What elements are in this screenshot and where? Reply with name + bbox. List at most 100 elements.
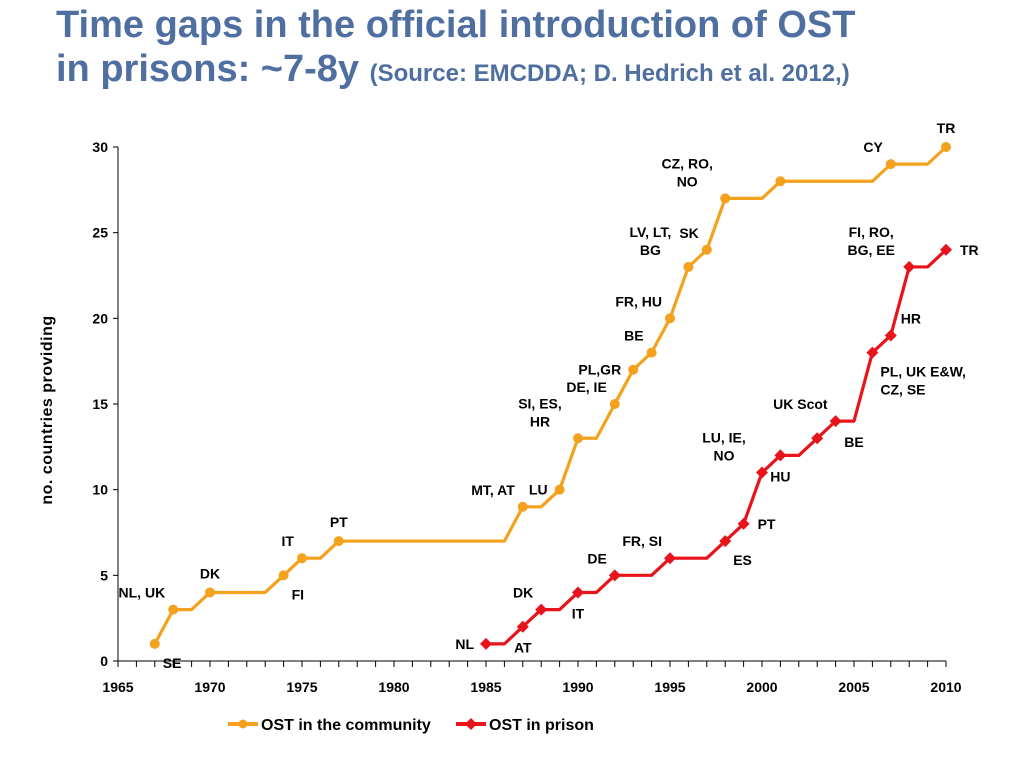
country-label-line: LU bbox=[529, 482, 548, 498]
y-tick-label: 25 bbox=[92, 225, 108, 241]
country-label: IT bbox=[572, 605, 585, 621]
community-data-point bbox=[646, 347, 657, 358]
country-label: UK Scot bbox=[773, 396, 828, 412]
country-label-line: LV, LT, bbox=[630, 224, 672, 240]
community-data-point bbox=[573, 433, 583, 444]
country-label-line: FR, SI bbox=[622, 533, 662, 549]
prison-data-point bbox=[811, 432, 824, 445]
title-source: (Source: EMCDDA; D. Hedrich et al. 2012,… bbox=[369, 60, 850, 87]
prison-data-point bbox=[572, 586, 584, 599]
community-data-point bbox=[775, 176, 786, 187]
country-label-line: FI, RO, bbox=[849, 224, 894, 240]
title-line-1: Time gaps in the official introduction o… bbox=[56, 4, 856, 46]
country-label: NL, UK bbox=[119, 585, 166, 601]
country-label: IT bbox=[282, 533, 295, 549]
country-label-line: HR bbox=[530, 413, 550, 429]
community-data-point bbox=[205, 587, 215, 598]
country-label: BE bbox=[624, 328, 643, 344]
country-label: DK bbox=[513, 585, 533, 601]
y-tick-label: 30 bbox=[92, 139, 108, 155]
country-label-line: LU, IE, bbox=[702, 430, 746, 446]
x-tick-label: 1975 bbox=[286, 679, 317, 695]
country-label: TR bbox=[960, 242, 979, 258]
country-label-line: UK Scot bbox=[773, 396, 828, 412]
country-label: PT bbox=[758, 516, 776, 532]
country-label-line: DE, IE bbox=[566, 379, 606, 395]
community-data-point bbox=[149, 638, 160, 649]
community-data-point bbox=[297, 553, 307, 564]
country-label-line: CY bbox=[863, 139, 883, 155]
country-label-line: PT bbox=[758, 516, 776, 532]
x-tick-label: 1980 bbox=[378, 679, 409, 695]
country-label-line: HR bbox=[901, 310, 921, 326]
country-label: BE bbox=[844, 434, 863, 450]
country-label-line: DE bbox=[587, 550, 606, 566]
country-label-line: NL bbox=[455, 636, 474, 652]
country-label-line: TR bbox=[937, 120, 956, 136]
prison-data-point bbox=[903, 260, 916, 273]
y-tick-label: 10 bbox=[92, 482, 108, 498]
country-label: DE bbox=[587, 550, 606, 566]
country-label-line: HU bbox=[770, 468, 790, 484]
country-label: FI bbox=[292, 586, 304, 602]
country-label: PL, UK E&W, CZ, SE bbox=[880, 364, 966, 398]
country-label-line: BE bbox=[844, 434, 863, 450]
country-label-line: CZ, RO, bbox=[662, 155, 713, 171]
country-label-line: NL, UK bbox=[119, 585, 166, 601]
country-label-line: FR, HU bbox=[615, 293, 662, 309]
x-tick-label: 1970 bbox=[194, 679, 225, 695]
x-tick-label: 1990 bbox=[562, 679, 593, 695]
prison-data-point bbox=[535, 603, 548, 616]
prison-data-point bbox=[756, 466, 768, 479]
country-label-line: NO bbox=[677, 173, 698, 189]
country-label-line: ES bbox=[733, 552, 752, 568]
country-label: FR, SI bbox=[622, 533, 662, 549]
prison-data-point bbox=[737, 517, 750, 530]
title-line-2: in prisons: ~7-8y (Source: EMCDDA; D. He… bbox=[56, 50, 1016, 88]
community-data-point bbox=[885, 159, 896, 170]
country-label: LV, LT, BG bbox=[630, 224, 672, 258]
community-data-point bbox=[554, 484, 565, 495]
x-tick-label: 1985 bbox=[470, 679, 501, 695]
prison-data-point bbox=[664, 552, 676, 565]
community-data-point bbox=[665, 313, 675, 324]
country-label-line: BE bbox=[624, 328, 643, 344]
country-label-line: IT bbox=[282, 533, 295, 549]
country-label: LU, IE, NO bbox=[702, 430, 746, 464]
country-label: HU bbox=[770, 468, 790, 484]
country-label-line: IT bbox=[572, 605, 585, 621]
community-data-point bbox=[168, 604, 179, 615]
country-label-line: FI bbox=[292, 586, 304, 602]
prison-data-point bbox=[884, 329, 897, 342]
country-label: ES bbox=[733, 552, 752, 568]
y-tick-label: 15 bbox=[92, 396, 108, 412]
country-label-line: NO bbox=[714, 448, 735, 464]
community-data-point bbox=[278, 570, 289, 581]
x-tick-label: 2000 bbox=[746, 679, 777, 695]
country-label: FI, RO, BG, EE bbox=[847, 224, 894, 258]
country-label-line: SI, ES, bbox=[518, 395, 562, 411]
country-label-line: BG bbox=[640, 242, 661, 258]
y-tick-label: 5 bbox=[100, 567, 108, 583]
legend-marker-prison bbox=[465, 718, 477, 730]
country-label: SI, ES, HR bbox=[518, 395, 562, 429]
country-label: PL,GR bbox=[578, 362, 621, 378]
country-label-line: DK bbox=[200, 565, 220, 581]
legend-marker-community bbox=[238, 719, 248, 729]
x-tick-label: 1995 bbox=[654, 679, 685, 695]
country-label-line: AT bbox=[514, 640, 532, 656]
legend: OST in the community OST in prison bbox=[228, 717, 594, 734]
prison-data-point bbox=[516, 620, 529, 633]
prison-data-point bbox=[480, 637, 492, 650]
country-label-line: DK bbox=[513, 585, 533, 601]
y-tick-label: 20 bbox=[92, 310, 108, 326]
x-tick-label: 2010 bbox=[930, 679, 961, 695]
country-label-line: TR bbox=[960, 242, 979, 258]
country-label-line: PL, UK E&W, bbox=[880, 364, 966, 380]
x-tick-label: 1965 bbox=[102, 679, 133, 695]
chart-axes: 0 5 10 15 20 25 30 1965 1970 1975 1980 1985 1990 1995… bbox=[39, 139, 962, 695]
country-label-line: MT, AT bbox=[471, 482, 515, 498]
prison-data-point bbox=[866, 346, 879, 359]
